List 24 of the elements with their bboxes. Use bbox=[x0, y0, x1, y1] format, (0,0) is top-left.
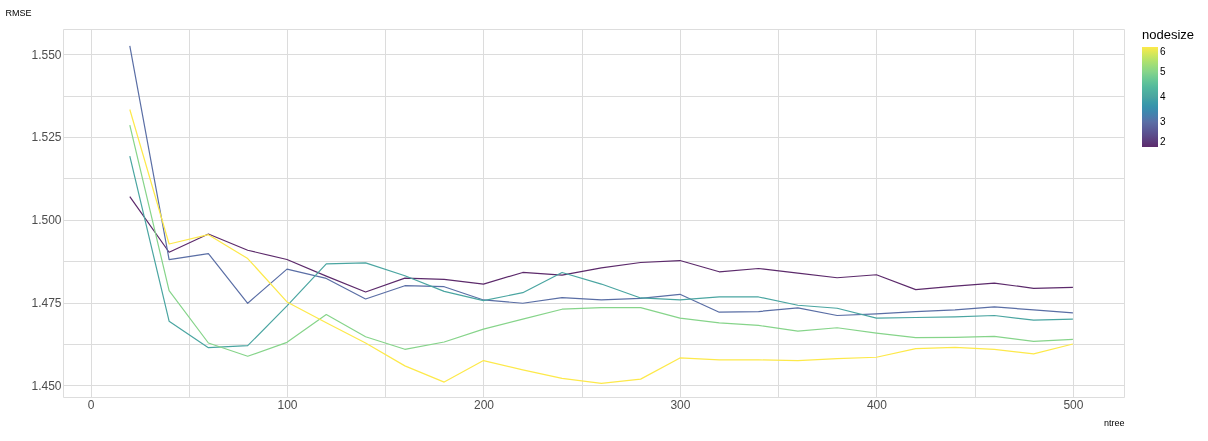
y-tick-label: 1.525 bbox=[31, 130, 62, 145]
y-tick-label: 1.550 bbox=[31, 47, 62, 62]
x-tick-label: 300 bbox=[670, 397, 691, 412]
legend-title: nodesize bbox=[1142, 27, 1195, 42]
x-tick-label: 400 bbox=[866, 397, 888, 412]
x-tick-label: 0 bbox=[87, 397, 95, 412]
line-series bbox=[129, 196, 1074, 293]
line-series bbox=[129, 155, 1074, 349]
line-series bbox=[129, 108, 1074, 385]
line-series bbox=[129, 45, 1074, 317]
color-bar-label: 3 bbox=[1160, 116, 1166, 127]
color-bar-label: 6 bbox=[1160, 46, 1166, 57]
x-tick-label: 500 bbox=[1063, 397, 1084, 412]
y-tick-label: 1.500 bbox=[31, 213, 62, 228]
y-axis-title: RMSE bbox=[5, 7, 32, 18]
y-tick-label: 1.475 bbox=[31, 296, 62, 311]
color-bar-label: 2 bbox=[1160, 136, 1166, 147]
x-tick-label: 100 bbox=[277, 397, 298, 412]
y-tick-label: 1.450 bbox=[31, 378, 62, 393]
x-axis-title: ntree bbox=[1103, 417, 1125, 428]
color-bar-label: 4 bbox=[1160, 91, 1166, 102]
color-bar-label: 5 bbox=[1160, 66, 1166, 77]
line-series bbox=[129, 124, 1074, 357]
x-tick-label: 200 bbox=[473, 397, 495, 412]
